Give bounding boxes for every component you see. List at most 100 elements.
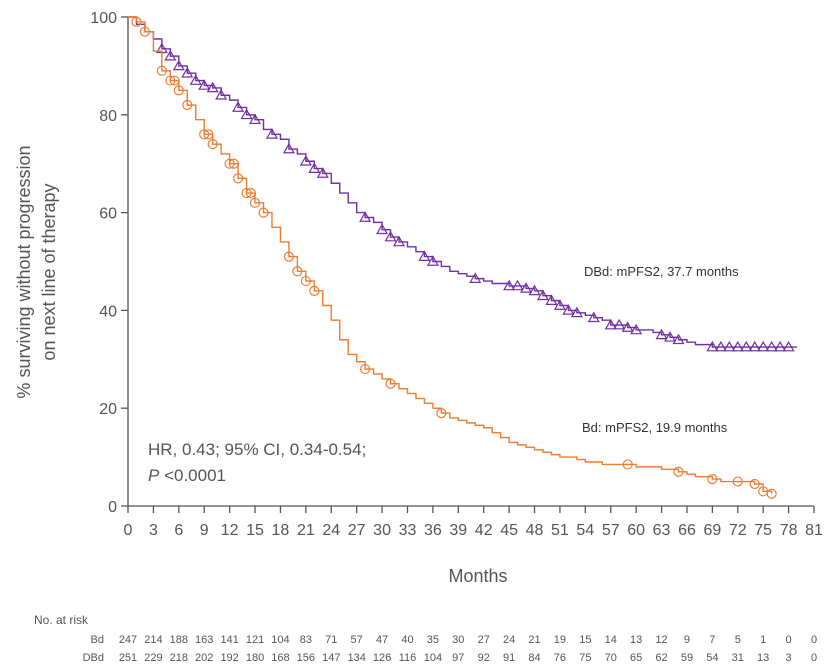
x-tick-label: 6 [174, 522, 183, 539]
y-axis-title-line1: % surviving without progression [14, 145, 34, 398]
censor-mark-dbd [663, 331, 677, 342]
censor-mark-dbd [757, 340, 770, 352]
censor-mark-dbd [714, 340, 727, 352]
censor-mark-bd [732, 476, 743, 487]
censor-mark-bd [131, 16, 142, 27]
censor-mark-dbd [384, 230, 397, 242]
x-tick-label: 57 [602, 522, 620, 539]
risk-value-bd: 13 [630, 634, 642, 646]
x-axis-title: Months [448, 566, 507, 586]
risk-value-bd: 47 [376, 634, 388, 646]
censor-mark-dbd [520, 282, 533, 293]
censor-mark-dbd [469, 272, 482, 283]
risk-value-dbd: 202 [195, 652, 213, 664]
censor-mark-bd [173, 85, 184, 96]
censor-mark-bd [207, 139, 218, 150]
censor-mark-dbd [553, 299, 566, 310]
risk-value-dbd: 97 [452, 652, 464, 664]
risk-value-dbd: 84 [528, 652, 540, 664]
censor-mark-dbd [359, 211, 372, 222]
censor-mark-dbd [232, 101, 245, 112]
p-value: <0.0001 [159, 466, 226, 485]
hr-annotation-line2: P <0.0001 [148, 466, 226, 485]
x-tick-label: 48 [526, 522, 544, 539]
censor-mark-bd [156, 65, 167, 76]
y-axis-title-line2: on next line of therapy [39, 183, 59, 360]
risk-value-bd: 7 [709, 634, 715, 646]
censor-mark-dbd [426, 255, 439, 266]
x-tick-label: 69 [703, 522, 721, 539]
censor-mark-bd [139, 26, 151, 37]
censor-mark-bd [766, 488, 777, 499]
risk-value-bd: 24 [503, 634, 515, 646]
risk-value-bd: 104 [271, 634, 289, 646]
x-tick-label: 60 [627, 522, 645, 539]
censor-mark-dbd [774, 340, 787, 352]
censor-mark-dbd [299, 155, 312, 166]
y-tick-label: 40 [99, 303, 117, 320]
censor-mark-dbd [765, 340, 778, 352]
censor-mark-dbd [198, 79, 211, 90]
risk-value-dbd: 3 [786, 652, 792, 664]
censor-mark-dbd [723, 340, 736, 352]
risk-value-bd: 1 [760, 634, 766, 646]
censor-mark-dbd [376, 223, 389, 235]
risk-value-bd: 40 [401, 634, 413, 646]
censor-mark-dbd [282, 142, 295, 154]
censor-mark-dbd [172, 59, 185, 71]
x-tick-label: 75 [754, 522, 772, 539]
censor-mark-bd [249, 197, 261, 208]
y-ticks: 0 20 40 60 80 100 [90, 10, 128, 516]
x-tick-label: 18 [272, 522, 290, 539]
censor-mark-bd [241, 187, 252, 199]
x-tick-label: 42 [475, 522, 493, 539]
censor-mark-dbd [545, 294, 558, 305]
risk-value-dbd: 156 [297, 652, 315, 664]
censor-mark-bd [292, 266, 303, 277]
risk-value-bd: 30 [452, 634, 464, 646]
censor-mark-dbd [392, 235, 406, 247]
series-line-dbd [128, 16, 798, 348]
risk-value-dbd: 91 [503, 652, 515, 664]
censor-mark-bd [203, 129, 214, 140]
risk-value-bd: 9 [684, 634, 690, 646]
x-tick-label: 45 [500, 522, 518, 539]
x-tick-label: 72 [729, 522, 747, 539]
censor-mark-dbd [748, 340, 761, 352]
risk-value-bd: 12 [655, 634, 667, 646]
risk-values: 247 214 188 163 141 121 104 83 71 57 47 40 35 30 27 24 2… [119, 634, 817, 664]
risk-value-dbd: 65 [630, 652, 642, 664]
censor-mark-bd [283, 251, 295, 262]
risk-value-dbd: 116 [399, 652, 417, 664]
risk-table-header: No. at risk [34, 613, 89, 627]
risk-value-bd: 163 [195, 634, 213, 646]
x-tick-label: 39 [449, 522, 467, 539]
risk-value-bd: 15 [579, 634, 591, 646]
risk-value-dbd: 229 [144, 652, 162, 664]
censor-mark-bd [707, 474, 718, 485]
risk-value-dbd: 13 [757, 652, 769, 664]
censor-mark-dbd [672, 333, 685, 345]
x-tick-label: 24 [322, 522, 340, 539]
bd-annotation: Bd: mPFS2, 19.9 months [582, 420, 728, 435]
risk-value-bd: 14 [605, 634, 617, 646]
x-tick-label: 33 [399, 522, 417, 539]
censor-mark-dbd [655, 328, 668, 340]
x-tick-label: 27 [348, 522, 366, 539]
censor-mark-bd [224, 158, 235, 169]
censor-mark-dbd [562, 304, 575, 315]
risk-value-bd: 5 [735, 634, 741, 646]
x-tick-label: 21 [297, 522, 315, 539]
risk-value-dbd: 0 [811, 652, 817, 664]
risk-value-bd: 121 [246, 634, 264, 646]
risk-value-bd: 19 [554, 634, 566, 646]
censor-mark-dbd [511, 279, 524, 291]
risk-value-bd: 188 [170, 634, 188, 646]
risk-value-dbd: 180 [246, 652, 264, 664]
risk-value-dbd: 76 [554, 652, 566, 664]
x-tick-label: 9 [200, 522, 209, 539]
risk-value-dbd: 31 [732, 652, 744, 664]
censor-mark-dbd [536, 289, 550, 301]
censor-mark-dbd [206, 81, 219, 93]
censor-mark-bd [622, 459, 633, 470]
